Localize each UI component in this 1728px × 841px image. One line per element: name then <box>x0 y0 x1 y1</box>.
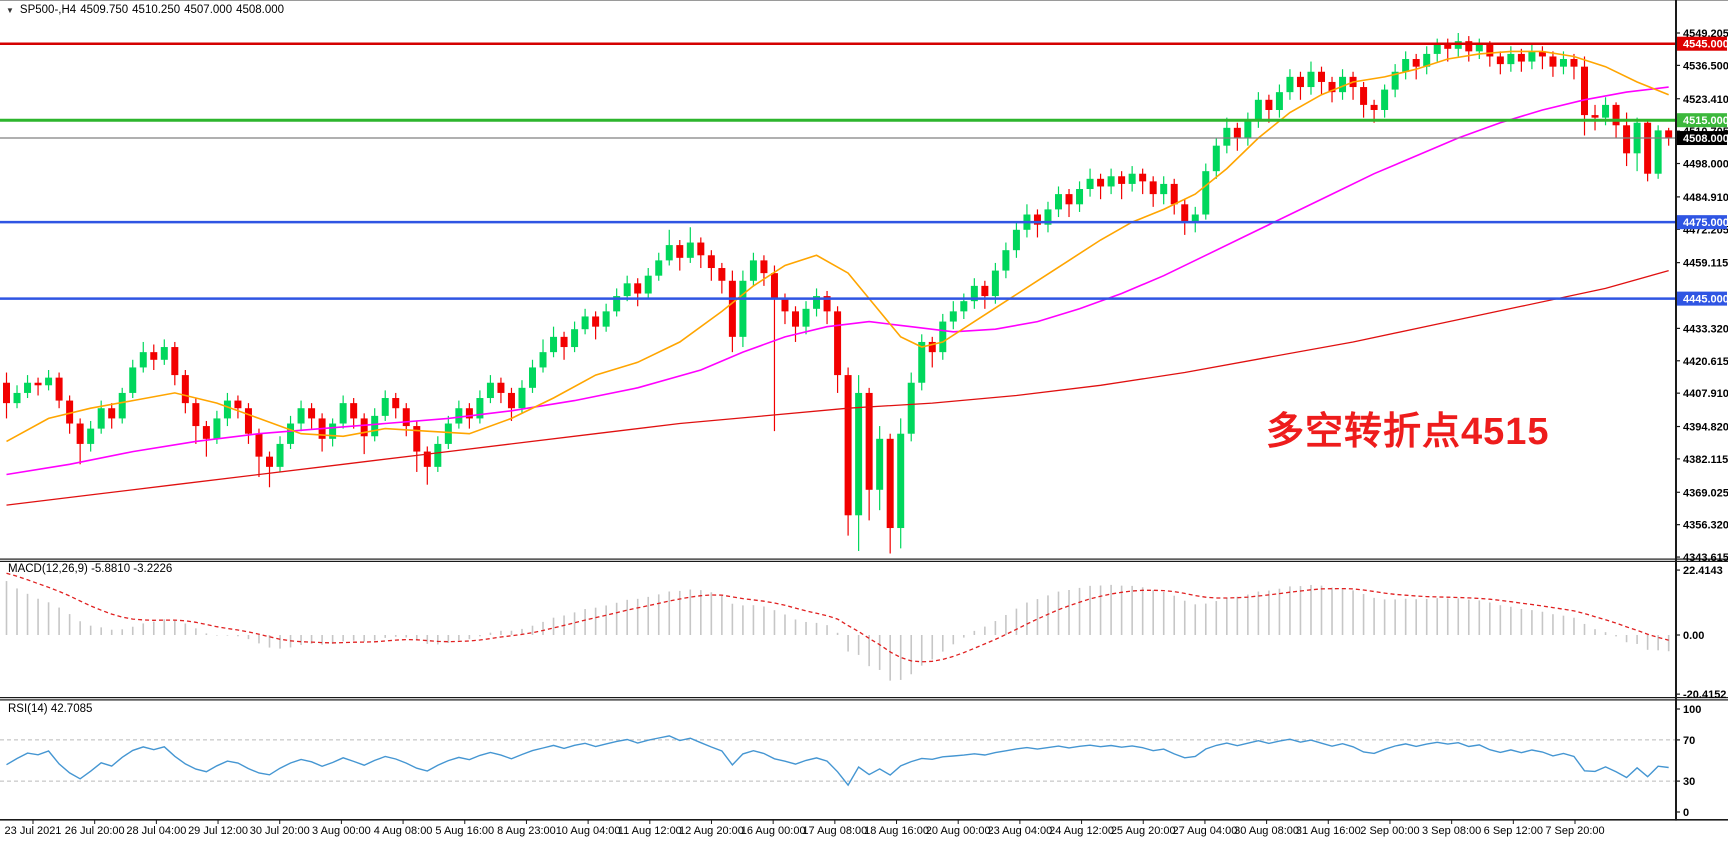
svg-text:4394.820: 4394.820 <box>1683 422 1728 434</box>
macd-signal-line <box>6 572 1669 663</box>
time-axis-label: 8 Aug 23:00 <box>497 825 556 837</box>
time-axis[interactable]: 23 Jul 2021 26 Jul 20:00 28 Jul 04:00 29 Ju… <box>5 820 1605 837</box>
time-axis-label: 23 Aug 04:00 <box>987 825 1052 837</box>
quote-close: 4508.000 <box>236 4 285 16</box>
rsi-levels <box>0 739 1675 782</box>
time-axis-label: 17 Aug 08:00 <box>802 825 867 837</box>
svg-text:4523.410: 4523.410 <box>1683 94 1728 106</box>
time-axis-label: 3 Aug 00:00 <box>312 825 371 837</box>
svg-text:4508.000: 4508.000 <box>1683 133 1728 145</box>
time-axis-label: 2 Sep 00:00 <box>1360 825 1419 837</box>
ma-fast-line <box>6 50 1669 443</box>
time-axis-label: 16 Aug 00:00 <box>741 825 806 837</box>
time-axis-label: 7 Sep 20:00 <box>1545 825 1604 837</box>
svg-text:4433.320: 4433.320 <box>1683 323 1728 335</box>
quote-low: 4507.000 <box>184 4 233 16</box>
indicator-axes: 22.4143 0.00 -20.4152 100 70 30 0 <box>1675 565 1726 819</box>
chevron-down-icon[interactable]: ▼ <box>6 5 14 15</box>
annotation-text[interactable]: 多空转折点4515 <box>1266 411 1550 453</box>
svg-text:4369.025: 4369.025 <box>1683 487 1728 499</box>
svg-text:4515.000: 4515.000 <box>1683 115 1728 127</box>
svg-text:4407.910: 4407.910 <box>1683 388 1728 400</box>
svg-text:4445.000: 4445.000 <box>1683 294 1728 306</box>
time-axis-label: 30 Aug 08:00 <box>1234 825 1299 837</box>
panel-borders <box>0 0 1728 821</box>
svg-text:4545.000: 4545.000 <box>1683 39 1728 51</box>
svg-text:4459.115: 4459.115 <box>1683 258 1728 270</box>
time-axis-label: 31 Aug 16:00 <box>1296 825 1361 837</box>
time-axis-label: 30 Jul 20:00 <box>250 825 310 837</box>
price-badge: 4515.000 <box>1677 113 1728 128</box>
candles[interactable] <box>3 33 1673 554</box>
time-axis-label: 25 Aug 20:00 <box>1111 825 1176 837</box>
time-axis-label: 4 Aug 08:00 <box>374 825 433 837</box>
time-axis-label: 24 Aug 12:00 <box>1049 825 1114 837</box>
macd-indicator-label: MACD(12,26,9) -5.8810 -3.2226 <box>8 563 173 575</box>
time-axis-label: 20 Aug 00:00 <box>926 825 991 837</box>
price-badge: 4545.000 <box>1677 36 1728 51</box>
symbol-header: ▼ SP500-,H4 4509.750 4510.250 4507.000 4… <box>6 4 284 16</box>
time-axis-label: 11 Aug 12:00 <box>618 825 682 837</box>
price-badge: 4445.000 <box>1677 291 1728 306</box>
time-axis-label: 10 Aug 04:00 <box>556 825 621 837</box>
time-axis-label: 6 Sep 12:00 <box>1484 825 1543 837</box>
svg-text:30: 30 <box>1683 776 1695 788</box>
price-badge: 4508.000 <box>1677 131 1728 146</box>
svg-text:22.4143: 22.4143 <box>1683 565 1723 577</box>
time-axis-label: 23 Jul 2021 <box>5 825 62 837</box>
svg-text:4498.000: 4498.000 <box>1683 159 1728 171</box>
svg-text:100: 100 <box>1683 704 1701 716</box>
time-axis-label: 26 Jul 20:00 <box>65 825 125 837</box>
svg-text:4536.500: 4536.500 <box>1683 60 1728 72</box>
time-axis-label: 5 Aug 16:00 <box>435 825 494 837</box>
ma-mid-line <box>6 86 1669 476</box>
macd-histogram <box>5 581 1670 681</box>
svg-text:-20.4152: -20.4152 <box>1683 689 1726 701</box>
time-axis-label: 18 Aug 16:00 <box>864 825 929 837</box>
svg-text:4420.615: 4420.615 <box>1683 356 1728 368</box>
rsi-line <box>6 735 1669 787</box>
ma-slow-line <box>6 269 1669 506</box>
time-axis-label: 3 Sep 08:00 <box>1422 825 1481 837</box>
time-axis-label: 29 Jul 12:00 <box>188 825 248 837</box>
svg-text:0.00: 0.00 <box>1683 630 1704 642</box>
quote-high: 4510.250 <box>132 4 181 16</box>
svg-text:4484.910: 4484.910 <box>1683 192 1728 204</box>
time-axis-label: 12 Aug 20:00 <box>679 825 744 837</box>
symbol-label: SP500-,H4 <box>19 4 77 16</box>
price-axis[interactable]: 4549.2054536.5004523.4104510.7054498.000… <box>1675 28 1728 564</box>
price-badge: 4475.000 <box>1677 215 1728 230</box>
horizontal-price-lines[interactable] <box>0 42 1675 300</box>
svg-text:70: 70 <box>1683 735 1695 747</box>
svg-text:0: 0 <box>1683 807 1689 819</box>
svg-text:4343.615: 4343.615 <box>1683 552 1728 564</box>
rsi-indicator-label: RSI(14) 42.7085 <box>8 703 93 715</box>
svg-text:4382.115: 4382.115 <box>1683 454 1728 466</box>
time-axis-label: 28 Jul 04:00 <box>126 825 186 837</box>
svg-text:4356.320: 4356.320 <box>1683 520 1728 532</box>
quote-open: 4509.750 <box>80 4 129 16</box>
time-axis-label: 27 Aug 04:00 <box>1172 825 1237 837</box>
svg-text:4475.000: 4475.000 <box>1683 217 1728 229</box>
